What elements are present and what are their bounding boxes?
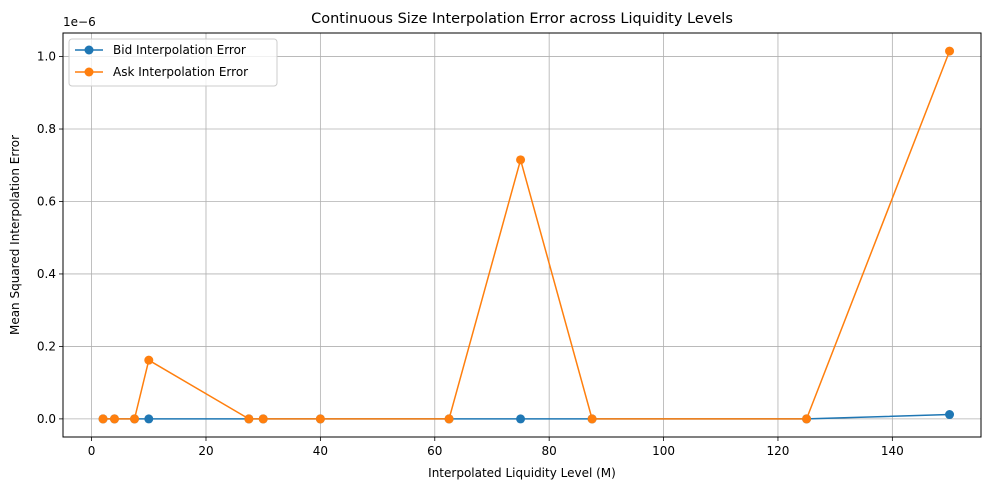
series-1-point	[109, 414, 119, 424]
legend-marker-ask	[84, 67, 94, 77]
x-tick-label: 60	[427, 444, 442, 458]
chart-title: Continuous Size Interpolation Error acro…	[311, 11, 733, 27]
y-axis-label: Mean Squared Interpolation Error	[8, 135, 22, 335]
x-tick-label: 140	[881, 444, 904, 458]
series-1-point	[144, 355, 154, 365]
series-1-point	[244, 414, 254, 424]
y-tick-label: 0.6	[37, 194, 56, 208]
x-tick-label: 120	[767, 444, 790, 458]
x-tick-label: 0	[88, 444, 96, 458]
series-1-point	[802, 414, 812, 424]
series-1-point	[587, 414, 597, 424]
y-tick-label: 1.0	[37, 50, 56, 64]
y-tick-label: 0.4	[37, 267, 56, 281]
series-1-point	[945, 46, 955, 56]
legend: Bid Interpolation Error Ask Interpolatio…	[68, 38, 278, 87]
series-1-point	[516, 155, 526, 165]
series-layer	[98, 46, 955, 424]
series-0-point	[945, 410, 955, 420]
y-tick-label: 0.0	[37, 412, 56, 426]
series-1-point	[98, 414, 108, 424]
series-1-point	[258, 414, 268, 424]
x-tick-label: 40	[313, 444, 328, 458]
legend-marker-bid	[84, 45, 94, 55]
x-axis-label: Interpolated Liquidity Level (M)	[428, 466, 616, 480]
x-tick-label: 80	[542, 444, 557, 458]
series-0-point	[144, 414, 154, 424]
tick-layer: 0 20 40 60 80 100 120 140 0.0 0.2 0.4 0.6 0.8 1.0	[37, 50, 904, 458]
y-tick-label: 0.8	[37, 122, 56, 136]
series-1-point	[129, 414, 139, 424]
legend-label-bid: Bid Interpolation Error	[113, 43, 246, 57]
series-1-point	[315, 414, 325, 424]
y-axis-offset-label: 1e−6	[63, 15, 96, 29]
legend-box	[68, 38, 278, 87]
series-1-point	[444, 414, 454, 424]
x-tick-label: 20	[198, 444, 213, 458]
series-0-point	[516, 414, 526, 424]
legend-label-ask: Ask Interpolation Error	[113, 65, 248, 79]
x-tick-label: 100	[652, 444, 675, 458]
plot-frame	[62, 32, 982, 438]
y-tick-label: 0.2	[37, 339, 56, 353]
